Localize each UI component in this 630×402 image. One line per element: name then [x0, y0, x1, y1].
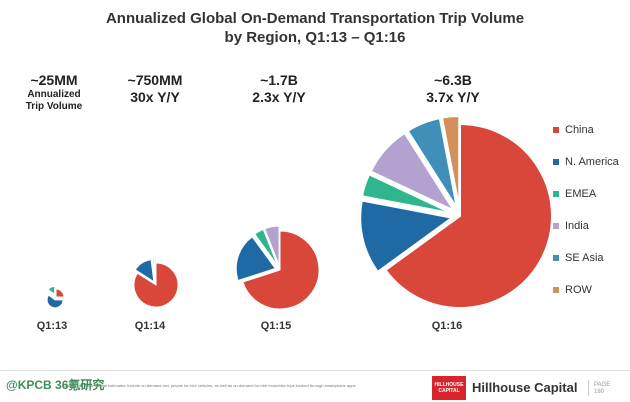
quarter-label-q1-14: Q1:14 — [135, 320, 166, 332]
growth-line: Trip Volume — [25, 101, 83, 112]
pie-slice-q1-15-emea — [253, 228, 279, 266]
legend-swatch-se-asia — [553, 255, 559, 261]
volume-label: ~6.3B — [434, 72, 472, 88]
pie-slice-q1-16-n-america — [359, 199, 455, 274]
pie-slice-q1-15-india — [264, 225, 280, 266]
page-number: 180 — [594, 389, 605, 395]
legend-label-india: India — [565, 220, 590, 232]
growth-line: 2.3x Y/Y — [252, 89, 306, 105]
pie-slice-q1-13-china — [55, 288, 65, 298]
pie-slice-q1-13-n-america — [46, 294, 64, 309]
footer-divider — [0, 370, 630, 371]
volume-label: ~750MM — [127, 72, 183, 88]
legend-label-row: ROW — [565, 284, 593, 296]
chart-title: Annualized Global On-Demand Transportati… — [105, 10, 525, 27]
pie-slice-q1-15-china — [242, 230, 320, 310]
hillhouse-logo: HILLHOUSE CAPITAL — [432, 376, 466, 400]
growth-line: Annualized — [27, 89, 81, 100]
annotation-q1-16: ~6.3B 3.7x Y/Y — [408, 72, 498, 106]
pie-slice-q1-14-n-america — [134, 259, 155, 283]
quarter-label-q1-16: Q1:16 — [432, 320, 463, 332]
pies-group — [46, 115, 553, 310]
chart-subtitle: by Region, Q1:13 – Q1:16 — [224, 29, 406, 46]
footnote: Source: Hillhouse Capital estimates; inc… — [62, 383, 357, 388]
pie-chart-area: Q1:13 Q1:14 Q1:15 Q1:16 China N. America EMEA… — [37, 115, 620, 332]
legend-label-se-asia: SE Asia — [565, 252, 604, 264]
legend-swatch-n-america — [553, 159, 559, 165]
page-label-text: PAGE — [594, 382, 611, 388]
growth-line: 3.7x Y/Y — [426, 89, 480, 105]
annotation-q1-13: ~25MM Annualized Trip Volume — [14, 72, 94, 113]
page-label: PAGE 180 — [594, 382, 610, 396]
page-separator — [588, 380, 589, 396]
legend: China N. America EMEA India SE Asia ROW — [553, 124, 620, 296]
quarter-labels: Q1:13 Q1:14 Q1:15 Q1:16 — [37, 320, 463, 332]
brand-name: Hillhouse Capital — [472, 380, 578, 395]
annotation-q1-14: ~750MM 30x Y/Y — [110, 72, 200, 106]
legend-label-n-america: N. America — [565, 156, 620, 168]
legend-swatch-row — [553, 287, 559, 293]
legend-label-emea: EMEA — [565, 188, 597, 200]
logo-line: CAPITAL — [438, 388, 460, 394]
pie-slice-q1-16-china — [384, 122, 553, 309]
legend-swatch-india — [553, 223, 559, 229]
quarter-label-q1-13: Q1:13 — [37, 320, 68, 332]
annotation-q1-15: ~1.7B 2.3x Y/Y — [234, 72, 324, 106]
pie-slice-q1-16-row — [440, 115, 461, 209]
pie-slice-q1-15-n-america — [235, 236, 277, 282]
pie-slice-q1-14-india — [153, 258, 157, 282]
volume-label: ~25MM — [30, 72, 78, 88]
growth-line: 30x Y/Y — [130, 89, 180, 105]
chart-title-block: Annualized Global On-Demand Transportati… — [0, 9, 630, 47]
pie-slice-q1-16-se-asia — [406, 117, 459, 210]
pie-slice-q1-13-emea — [47, 285, 56, 296]
legend-label-china: China — [565, 124, 595, 136]
watermark: @KPCB 36氪研究 — [6, 378, 105, 392]
pie-slice-q1-14-china — [133, 262, 179, 308]
pie-slice-q1-16-emea — [360, 173, 453, 215]
volume-label: ~1.7B — [260, 72, 298, 88]
legend-swatch-china — [553, 127, 559, 133]
pie-slice-q1-16-india — [369, 131, 457, 214]
legend-swatch-emea — [553, 191, 559, 197]
quarter-label-q1-15: Q1:15 — [261, 320, 292, 332]
logo-line: HILLHOUSE — [434, 382, 464, 388]
